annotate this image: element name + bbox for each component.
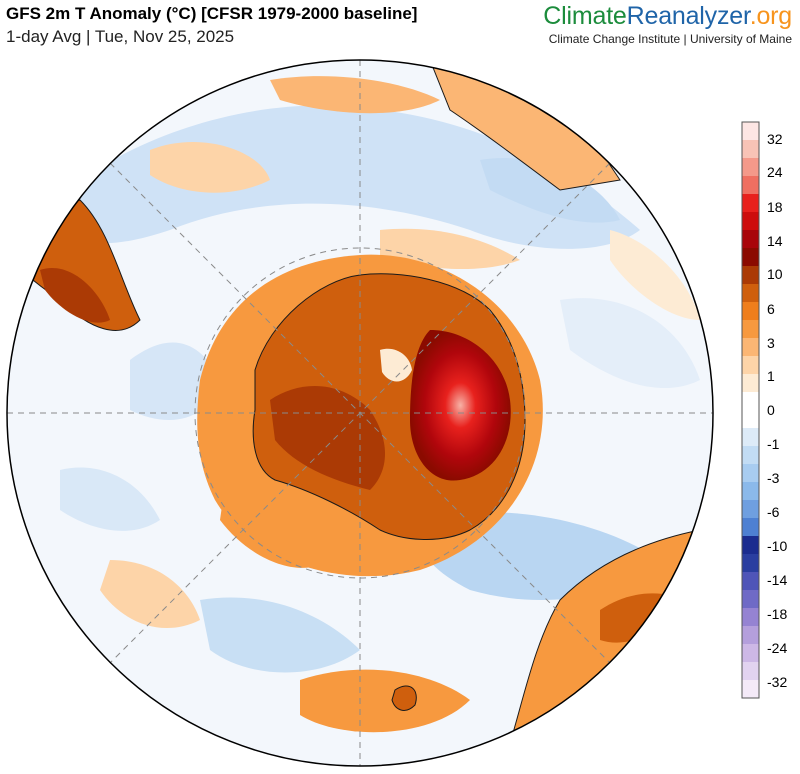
colorbar-swatch xyxy=(742,518,759,537)
colorbar-swatch xyxy=(742,392,759,411)
colorbar-swatch xyxy=(742,176,759,195)
colorbar-swatch xyxy=(742,662,759,681)
colorbar-label: -24 xyxy=(767,640,788,656)
colorbar-label: -1 xyxy=(767,436,780,452)
colorbar-swatch xyxy=(742,464,759,483)
colorbar-label: 1 xyxy=(767,368,775,384)
colorbar-swatch xyxy=(742,158,759,177)
logo-part-climate: Climate xyxy=(543,2,627,30)
globe-outline xyxy=(6,59,714,767)
colorbar-label: -18 xyxy=(767,606,788,622)
colorbar-label: 32 xyxy=(767,131,783,147)
colorbar-swatch xyxy=(742,680,759,699)
colorbar-swatch xyxy=(742,482,759,501)
colorbar-label: 3 xyxy=(767,335,775,351)
map-subtitle: 1-day Avg | Tue, Nov 25, 2025 xyxy=(6,27,235,46)
colorbar-swatch xyxy=(742,410,759,429)
graticule xyxy=(7,60,713,766)
colorbar-swatch xyxy=(742,446,759,465)
colorbar-label: 10 xyxy=(767,266,783,282)
colorbar-swatch xyxy=(742,554,759,573)
colorbar-swatch xyxy=(742,248,759,267)
colorbar-label: -14 xyxy=(767,572,788,588)
colorbar-label: 0 xyxy=(767,402,775,418)
brand-logo[interactable]: ClimateReanalyzer.org xyxy=(543,2,792,31)
colorbar-frame xyxy=(741,121,760,699)
colorbar-label: 14 xyxy=(767,233,783,249)
colorbar-swatch xyxy=(742,428,759,447)
colorbar-swatch xyxy=(742,302,759,321)
colorbar-swatch xyxy=(742,608,759,627)
colorbar-swatch xyxy=(742,338,759,357)
colorbar-label: 6 xyxy=(767,301,775,317)
colorbar xyxy=(741,121,760,699)
colorbar-swatch xyxy=(742,536,759,555)
map-title: GFS 2m T Anomaly (°C) [CFSR 1979-2000 ba… xyxy=(6,4,418,23)
colorbar-swatch xyxy=(742,500,759,519)
colorbar-label: 18 xyxy=(767,199,783,215)
colorbar-label: -6 xyxy=(767,504,780,520)
colorbar-swatch xyxy=(742,212,759,231)
colorbar-swatch xyxy=(742,572,759,591)
colorbar-swatch xyxy=(742,122,759,141)
logo-part-reanalyzer: Reanalyzer xyxy=(626,2,750,30)
colorbar-swatch xyxy=(742,194,759,213)
colorbar-swatch xyxy=(742,644,759,663)
colorbar-swatch xyxy=(742,140,759,159)
colorbar-label: 24 xyxy=(767,164,783,180)
brand-tagline: Climate Change Institute | University of… xyxy=(548,32,792,46)
colorbar-swatch xyxy=(742,356,759,375)
colorbar-swatch xyxy=(742,230,759,249)
colorbar-swatch xyxy=(742,590,759,609)
colorbar-label: -10 xyxy=(767,538,788,554)
colorbar-swatch xyxy=(742,320,759,339)
colorbar-label: -3 xyxy=(767,470,780,486)
logo-part-org: .org xyxy=(749,2,792,30)
brand: ClimateReanalyzer.org Climate Change Ins… xyxy=(543,2,792,46)
colorbar-swatch xyxy=(742,626,759,645)
colorbar-swatch xyxy=(742,266,759,285)
colorbar-swatch xyxy=(742,374,759,393)
colorbar-label: -32 xyxy=(767,674,788,690)
colorbar-swatch xyxy=(742,284,759,303)
